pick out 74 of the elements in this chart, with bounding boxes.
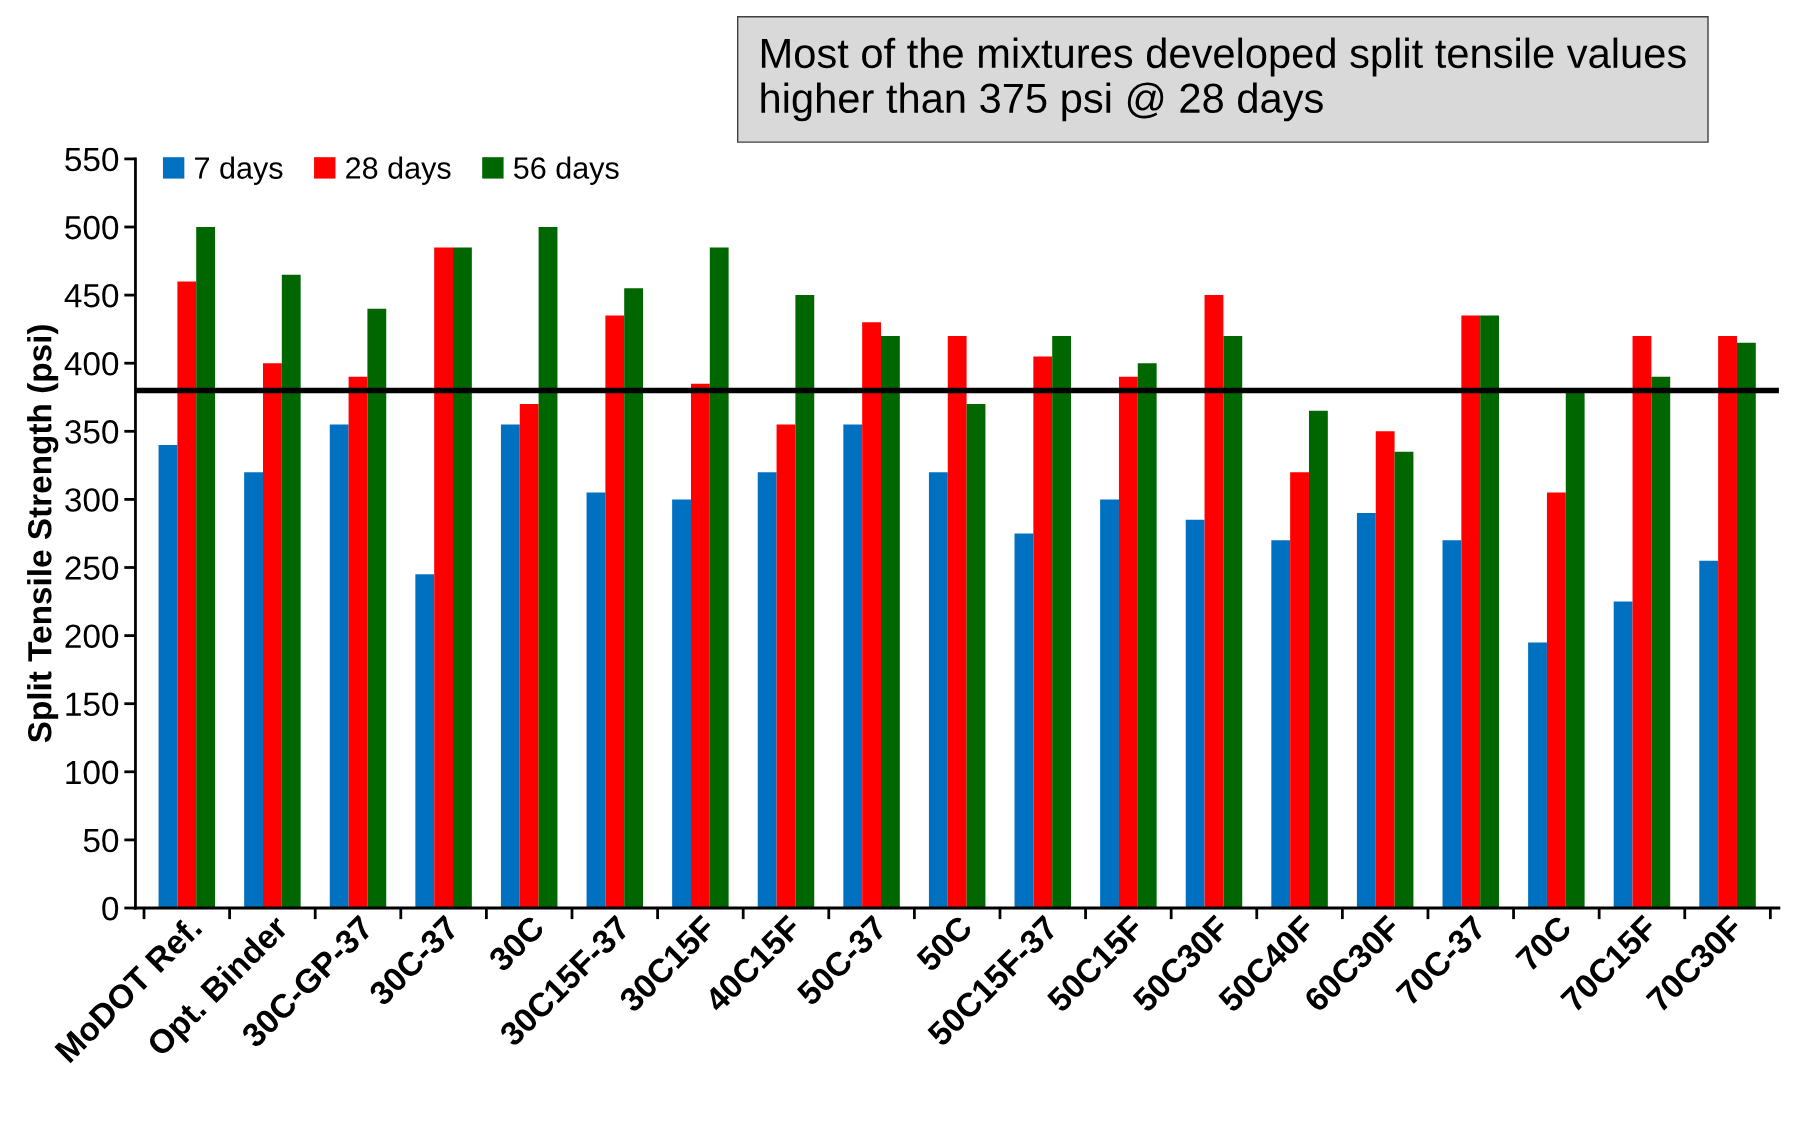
bar bbox=[966, 404, 986, 908]
bar bbox=[624, 288, 644, 908]
bar bbox=[1052, 335, 1072, 908]
bar bbox=[672, 499, 691, 908]
bar bbox=[1528, 642, 1547, 908]
bar bbox=[1651, 376, 1671, 908]
bar bbox=[690, 383, 710, 908]
bar bbox=[605, 315, 625, 908]
bar bbox=[519, 404, 539, 908]
bar bbox=[1014, 533, 1034, 908]
bar bbox=[348, 376, 368, 908]
y-tick-label: 100 bbox=[66, 760, 119, 785]
bar bbox=[709, 247, 729, 908]
bar bbox=[538, 227, 558, 908]
y-tick-label: 350 bbox=[65, 420, 119, 444]
bar bbox=[500, 424, 520, 908]
bar bbox=[453, 247, 472, 908]
text: Most of the mixtures developed split tensile values higher than 375 psi @ 28 days bbox=[761, 37, 1686, 122]
y-tick-label: 0 bbox=[102, 896, 119, 921]
bar bbox=[415, 574, 435, 908]
bar bbox=[1356, 513, 1376, 908]
bar bbox=[1033, 356, 1053, 908]
bar bbox=[947, 335, 967, 908]
bar bbox=[1290, 472, 1309, 908]
legend-label: 7 days bbox=[195, 156, 283, 185]
bar bbox=[1118, 376, 1138, 908]
y-tick-label: 500 bbox=[65, 215, 119, 240]
bar bbox=[1736, 342, 1756, 908]
bar bbox=[795, 295, 815, 908]
y-tick-label: 400 bbox=[64, 352, 119, 376]
bar bbox=[1394, 451, 1414, 908]
bar bbox=[244, 472, 263, 908]
bar bbox=[329, 424, 349, 908]
bar bbox=[1223, 335, 1243, 908]
bar bbox=[1442, 540, 1462, 908]
bar bbox=[881, 335, 900, 908]
bar bbox=[1271, 540, 1291, 908]
y-tick-label: 50 bbox=[83, 828, 119, 853]
bar bbox=[586, 492, 606, 908]
bar bbox=[1632, 335, 1652, 908]
bar bbox=[1718, 335, 1737, 908]
bar bbox=[776, 424, 796, 908]
bar bbox=[1613, 601, 1633, 908]
bar bbox=[281, 274, 301, 908]
y-axis-title: Split Tensile Strength (psi) bbox=[27, 325, 59, 743]
bar bbox=[434, 247, 454, 908]
bar bbox=[928, 472, 948, 908]
y-tick-label: 150 bbox=[66, 692, 119, 717]
bar bbox=[262, 363, 282, 908]
bar bbox=[1185, 519, 1205, 908]
bar bbox=[1546, 492, 1566, 908]
bar bbox=[862, 322, 881, 908]
y-tick-label: 550 bbox=[65, 147, 119, 172]
y-tick-label: 200 bbox=[65, 624, 119, 649]
y-tick-label: 300 bbox=[65, 488, 119, 512]
y-tick-label: 250 bbox=[65, 556, 119, 580]
bar bbox=[367, 308, 387, 908]
bar bbox=[1461, 315, 1481, 908]
y-tick-label: 450 bbox=[64, 283, 119, 308]
bar bbox=[1137, 363, 1157, 908]
bar bbox=[1100, 499, 1119, 908]
bar bbox=[1375, 431, 1395, 908]
bar bbox=[177, 281, 197, 908]
bar bbox=[1565, 390, 1585, 908]
bar bbox=[1204, 295, 1224, 908]
legend-label: 28 days bbox=[346, 156, 451, 185]
bar bbox=[1699, 560, 1719, 908]
bar bbox=[1480, 315, 1500, 908]
bar bbox=[1308, 410, 1328, 908]
bar bbox=[196, 227, 216, 908]
bar bbox=[757, 472, 777, 908]
bar bbox=[843, 424, 863, 908]
bar bbox=[158, 444, 178, 908]
legend-label: 56 days bbox=[513, 156, 619, 185]
